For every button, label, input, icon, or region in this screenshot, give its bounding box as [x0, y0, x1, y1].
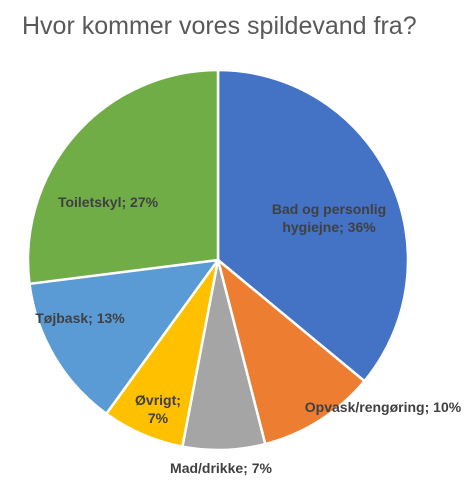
slice-label-line: Bad og personlig [272, 201, 386, 217]
slice-label: Mad/drikke; 7% [170, 460, 272, 476]
pie-slice [216, 68, 410, 383]
pie-slice [26, 68, 220, 286]
pie-slices [26, 68, 410, 452]
pie-labels: Bad og personlig hygiejne; 36% Opvask/reng… [35, 194, 461, 476]
pie-slice [28, 258, 220, 415]
slice-label-line: 7% [148, 410, 169, 426]
slice-label-line: Mad/drikke; 7% [170, 460, 272, 476]
slice-label: Toiletskyl; 27% [58, 194, 159, 210]
slice-label-line: Øvrigt; [135, 392, 181, 408]
slice-label-line: Tøjbask; 13% [35, 310, 125, 326]
slice-label-line: hygiejne; 36% [282, 219, 376, 235]
slice-label-line: Opvask/rengøring; 10% [305, 399, 462, 415]
slice-label: Opvask/rengøring; 10% [305, 399, 462, 415]
slice-label: Tøjbask; 13% [35, 310, 125, 326]
slice-label: Øvrigt; 7% [135, 392, 181, 426]
chart-title: Hvor kommer vores spildevand fra? [22, 12, 417, 40]
slice-label: Bad og personlig hygiejne; 36% [272, 201, 386, 235]
slice-label-line: Toiletskyl; 27% [58, 194, 159, 210]
